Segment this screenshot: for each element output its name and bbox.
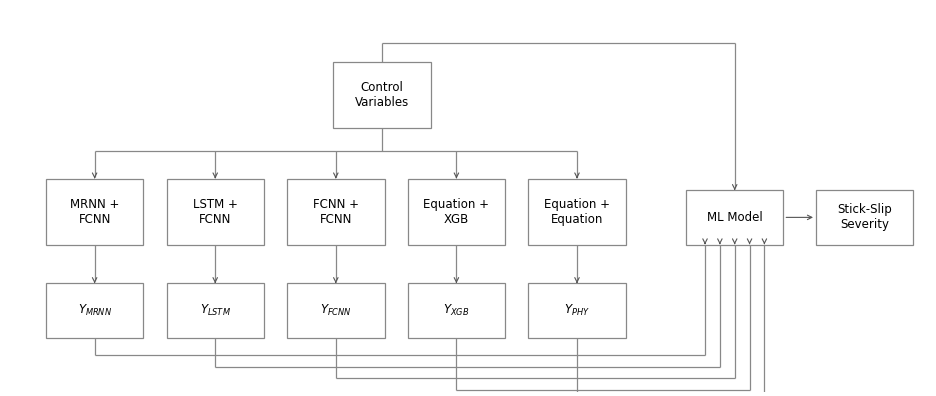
Text: $Y_{XGB}$: $Y_{XGB}$: [444, 303, 470, 318]
Text: $Y_{FCNN}$: $Y_{FCNN}$: [320, 303, 352, 318]
FancyBboxPatch shape: [333, 62, 431, 128]
Text: ML Model: ML Model: [707, 211, 763, 224]
FancyBboxPatch shape: [46, 283, 143, 337]
Text: LSTM +
FCNN: LSTM + FCNN: [193, 198, 238, 226]
Text: $Y_{MRNN}$: $Y_{MRNN}$: [78, 303, 111, 318]
Text: FCNN +
FCNN: FCNN + FCNN: [313, 198, 358, 226]
FancyBboxPatch shape: [408, 179, 505, 244]
Text: Control
Variables: Control Variables: [355, 81, 409, 109]
Text: Equation +
Equation: Equation + Equation: [544, 198, 610, 226]
FancyBboxPatch shape: [816, 190, 914, 244]
FancyBboxPatch shape: [46, 179, 143, 244]
FancyBboxPatch shape: [408, 283, 505, 337]
FancyBboxPatch shape: [528, 179, 625, 244]
Text: Stick-Slip
Severity: Stick-Slip Severity: [837, 204, 892, 231]
FancyBboxPatch shape: [287, 179, 385, 244]
FancyBboxPatch shape: [287, 283, 385, 337]
Text: $Y_{PHY}$: $Y_{PHY}$: [564, 303, 590, 318]
Text: Equation +
XGB: Equation + XGB: [423, 198, 490, 226]
FancyBboxPatch shape: [686, 190, 783, 244]
Text: MRNN +
FCNN: MRNN + FCNN: [70, 198, 119, 226]
Text: $Y_{LSTM}$: $Y_{LSTM}$: [199, 303, 230, 318]
FancyBboxPatch shape: [167, 283, 264, 337]
FancyBboxPatch shape: [528, 283, 625, 337]
FancyBboxPatch shape: [167, 179, 264, 244]
